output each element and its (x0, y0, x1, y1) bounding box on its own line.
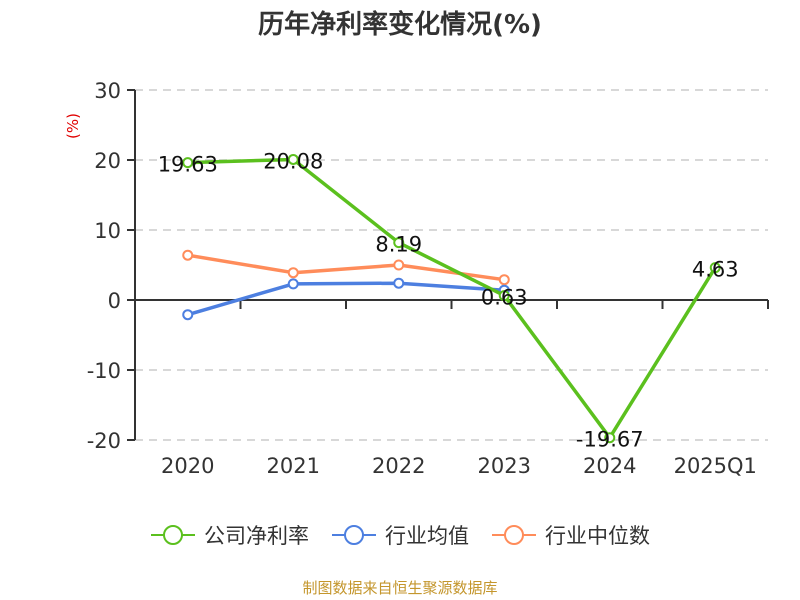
x-tick-label: 2025Q1 (674, 454, 757, 478)
data-point[interactable] (182, 157, 194, 169)
legend-marker-icon (492, 525, 536, 545)
y-tick-label: 30 (94, 79, 121, 103)
data-label: 4.63 (692, 258, 739, 282)
data-point[interactable] (287, 267, 299, 279)
y-tick-label: 0 (108, 289, 121, 313)
data-point[interactable] (287, 278, 299, 290)
data-point[interactable] (287, 153, 299, 165)
x-tick-label: 2024 (583, 454, 636, 478)
data-point[interactable] (604, 432, 616, 444)
data-label: 8.19 (375, 233, 422, 257)
data-label: 0.63 (481, 286, 528, 310)
legend-label: 行业中位数 (545, 524, 650, 548)
legend-item-industry-avg[interactable]: 行业均值 (331, 520, 469, 550)
x-tick-label: 2021 (267, 454, 320, 478)
data-point[interactable] (393, 237, 405, 249)
data-point[interactable] (393, 259, 405, 271)
x-tick-label: 2022 (372, 454, 425, 478)
legend-item-company[interactable]: 公司净利率 (150, 520, 309, 550)
data-point[interactable] (182, 249, 194, 261)
data-point[interactable] (498, 290, 510, 302)
series-line (187, 253, 505, 282)
data-point[interactable] (498, 274, 510, 286)
legend-label: 行业均值 (385, 524, 469, 548)
legend: 公司净利率 行业均值 行业中位数 (0, 520, 800, 550)
legend-item-industry-median[interactable]: 行业中位数 (491, 520, 650, 550)
data-label: 20.08 (263, 149, 323, 173)
source-note: 制图数据来自恒生聚源数据库 (302, 579, 498, 597)
y-tick-label: 20 (94, 149, 121, 173)
series-line (187, 281, 505, 317)
data-point[interactable] (709, 262, 721, 274)
x-tick-label: 2023 (478, 454, 531, 478)
data-point[interactable] (393, 277, 405, 289)
chart-title: 历年净利率变化情况(%) (258, 10, 542, 40)
x-tick-label: 2020 (161, 454, 214, 478)
legend-label: 公司净利率 (204, 524, 309, 548)
y-tick-label: 10 (94, 219, 121, 243)
legend-marker-icon (151, 525, 195, 545)
y-tick-label: -20 (87, 429, 121, 453)
y-unit-label: (%) (64, 113, 82, 139)
data-label: 19.63 (158, 153, 218, 177)
y-tick-label: -10 (87, 359, 121, 383)
series-line (187, 157, 717, 440)
data-point[interactable] (182, 309, 194, 321)
legend-marker-icon (332, 525, 376, 545)
data-label: -19.67 (576, 428, 644, 452)
